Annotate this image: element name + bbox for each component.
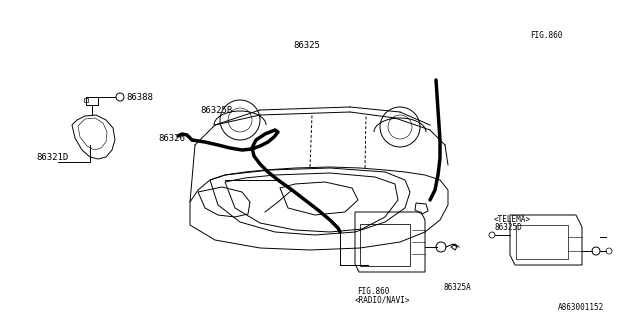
Text: A863001152: A863001152 — [558, 303, 604, 313]
Text: <RADIO/NAVI>: <RADIO/NAVI> — [355, 295, 410, 305]
Text: FIG.860: FIG.860 — [357, 287, 389, 297]
Text: <TELEMA>: <TELEMA> — [494, 214, 531, 223]
Text: 86321D: 86321D — [36, 153, 68, 162]
Text: 86325B: 86325B — [200, 106, 232, 115]
Text: 86325D: 86325D — [494, 222, 522, 231]
Text: FIG.860: FIG.860 — [530, 30, 563, 39]
Text: 86326: 86326 — [158, 133, 185, 142]
Text: 86325: 86325 — [294, 41, 321, 50]
Text: 86325A: 86325A — [443, 284, 471, 292]
Text: 86388: 86388 — [126, 92, 153, 101]
